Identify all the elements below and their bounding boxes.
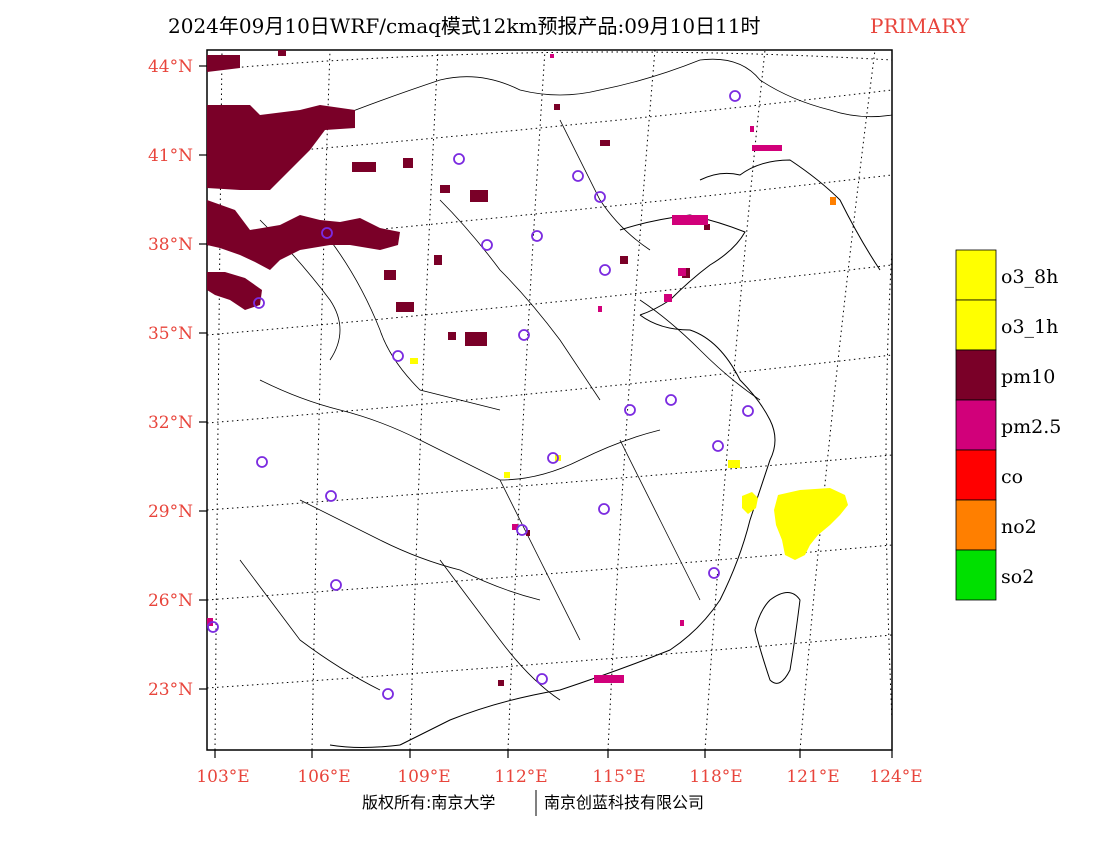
- lon-label: 109°E: [397, 767, 450, 787]
- coastline: [329, 159, 881, 748]
- lat-label: 38°N: [148, 235, 193, 255]
- legend-label: co: [1001, 466, 1023, 488]
- lat-label: 23°N: [148, 680, 193, 700]
- pm10-cells: [207, 50, 710, 686]
- lon-label: 106°E: [297, 767, 350, 787]
- legend-label: so2: [1001, 566, 1034, 588]
- legend-label: pm10: [1001, 366, 1055, 388]
- copyright-text: 版权所有:南京大学: [362, 793, 495, 812]
- lat-label: 41°N: [148, 146, 193, 166]
- province-boundaries: [207, 58, 892, 701]
- station-markers: [207, 90, 754, 700]
- lat-label: 26°N: [148, 591, 193, 611]
- map-title: 2024年09月10日WRF/cmaq模式12km预报产品:09月10日11时: [168, 14, 761, 38]
- lon-label: 115°E: [592, 767, 645, 787]
- longitude-labels: 103°E 106°E 109°E 112°E 115°E 118°E 121°…: [196, 767, 922, 787]
- lat-label: 35°N: [148, 324, 193, 344]
- legend-swatch-co: [955, 449, 997, 501]
- latitude-labels: 44°N 41°N 38°N 35°N 32°N 29°N 26°N 23°N: [148, 57, 193, 700]
- lon-label: 124°E: [869, 767, 922, 787]
- company-text: 南京创蓝科技有限公司: [544, 793, 704, 812]
- legend-label: o3_8h: [1001, 266, 1058, 288]
- legend-swatch-pm10: [955, 349, 997, 401]
- graticule: [207, 50, 892, 750]
- lon-label: 112°E: [494, 767, 547, 787]
- legend-swatch-so2: [955, 549, 997, 601]
- lon-label: 121°E: [786, 767, 839, 787]
- map-area: [199, 49, 893, 758]
- legend-label: no2: [1001, 516, 1037, 538]
- lon-label: 118°E: [689, 767, 742, 787]
- legend-swatch-o3-8h: [955, 249, 997, 301]
- pollutant-legend: o3_8h o3_1h pm10 pm2.5 co no2 so2: [955, 249, 1061, 601]
- legend-swatch-no2: [955, 499, 997, 551]
- primary-flag: PRIMARY: [870, 14, 970, 38]
- legend-swatch-pm25: [955, 399, 997, 451]
- no2-cell: [830, 197, 836, 205]
- lat-label: 44°N: [148, 57, 193, 77]
- lon-label: 103°E: [196, 767, 249, 787]
- legend-label: o3_1h: [1001, 316, 1058, 338]
- lat-label: 29°N: [148, 502, 193, 522]
- legend-label: pm2.5: [1001, 416, 1061, 438]
- lat-label: 32°N: [148, 413, 193, 433]
- legend-swatch-o3-1h: [955, 299, 997, 351]
- axis-ticks: [199, 65, 893, 758]
